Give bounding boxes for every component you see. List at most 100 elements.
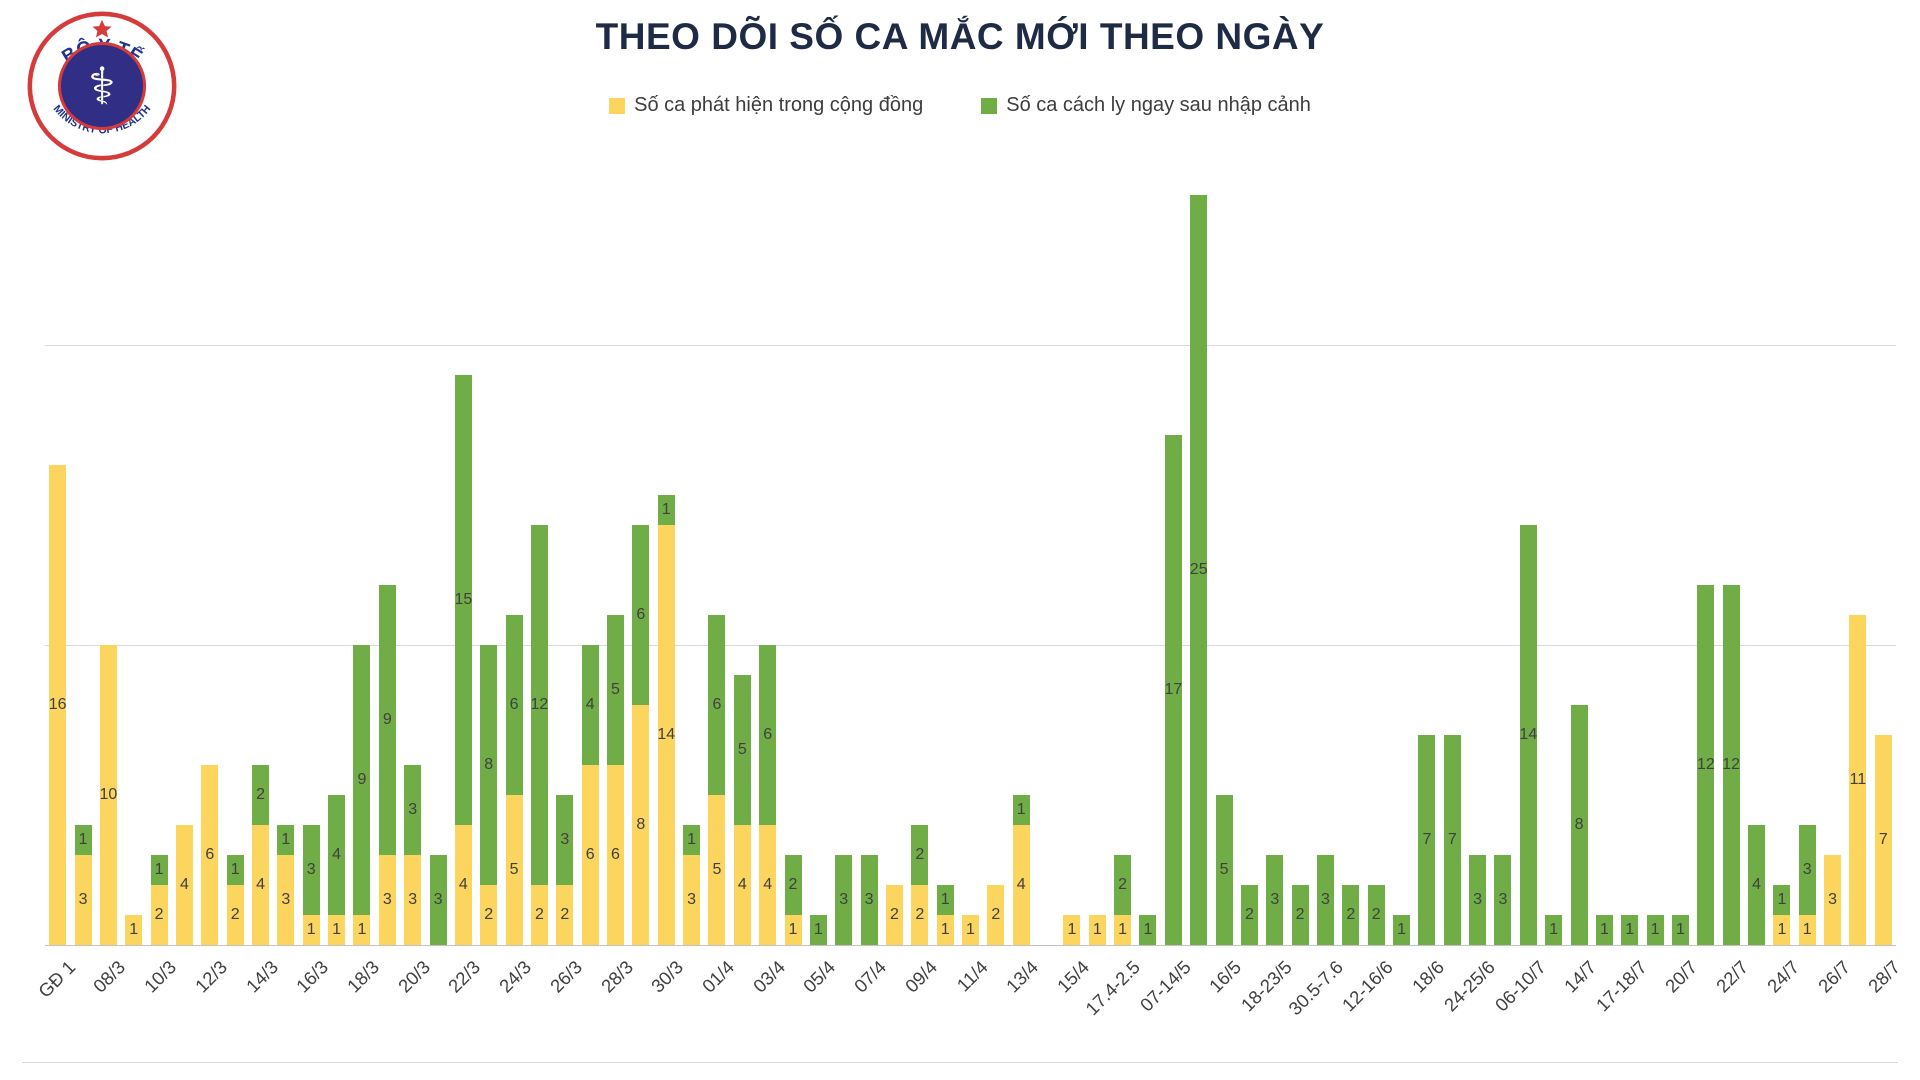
bar-segment-community xyxy=(733,825,751,945)
bar-segment-community xyxy=(607,765,624,945)
bar-segment-quarantined xyxy=(429,855,447,945)
x-axis-label: 17-18/7 xyxy=(1591,956,1651,1016)
bar-segment-quarantined xyxy=(302,825,320,915)
bar-segment-quarantined xyxy=(404,765,422,855)
x-axis-label: 28/3 xyxy=(596,956,637,997)
bar-segment-community xyxy=(1012,825,1030,945)
bar-segment-quarantined xyxy=(581,645,599,765)
bar-segment-quarantined xyxy=(1291,885,1309,945)
x-axis-label: 24/3 xyxy=(494,956,536,997)
x-axis-label: 24-25/6 xyxy=(1439,956,1499,1016)
bar-segment-community xyxy=(277,855,295,945)
x-axis-label: 08/3 xyxy=(89,956,130,997)
bar-segment-quarantined xyxy=(759,645,777,825)
bar-segment-quarantined xyxy=(328,795,346,915)
x-axis-label: 20/3 xyxy=(393,956,434,997)
bar-segment-quarantined xyxy=(74,825,92,855)
bar-segment-quarantined xyxy=(784,855,802,915)
bar-segment-community xyxy=(657,525,675,945)
bar-segment-quarantined xyxy=(530,525,548,885)
bar-segment-quarantined xyxy=(1469,855,1487,945)
chart-title: THEO DÕI SỐ CA MẮC MỚI THEO NGÀY xyxy=(595,16,1325,57)
legend-item-community: Số ca phát hiện trong cộng đồng xyxy=(609,94,923,117)
bar-segment-quarantined xyxy=(936,885,954,915)
bar-segment-quarantined xyxy=(708,615,726,795)
bar-segment-quarantined xyxy=(505,615,523,795)
x-axis-label: 24/7 xyxy=(1762,956,1804,997)
caduceus-icon: ⚕ xyxy=(88,57,116,115)
x-axis-label: 26/7 xyxy=(1813,956,1854,997)
bar-segment-community xyxy=(99,645,117,945)
bar-segment-quarantined xyxy=(150,855,168,885)
x-axis-label: 26/3 xyxy=(545,956,586,997)
x-axis-label: 06-10/7 xyxy=(1490,956,1550,1016)
bar-segment-community xyxy=(480,885,498,945)
bar-segment-community xyxy=(454,825,472,945)
bar-segment-quarantined xyxy=(1114,855,1132,915)
bar-segment-community xyxy=(150,885,168,945)
bar-segment-community xyxy=(302,915,320,945)
bar-segment-quarantined xyxy=(1545,915,1563,945)
bar-segment-community xyxy=(1824,855,1842,945)
x-axis-label: 28/7 xyxy=(1864,956,1905,997)
bar-segment-community xyxy=(175,825,193,945)
bar-segment-community xyxy=(404,855,422,945)
star-icon xyxy=(92,19,112,38)
bar-segment-community xyxy=(911,885,929,945)
bar-segment-community xyxy=(353,915,371,945)
bar-segment-community xyxy=(252,825,270,945)
x-axis-label: 03/4 xyxy=(748,956,789,997)
legend-swatch-community xyxy=(609,97,626,114)
ministry-of-health-logo: BỘ Y TẾ MINISTRY OF HEALTH ⚕ xyxy=(26,10,178,162)
x-axis-label: 10/3 xyxy=(139,956,181,997)
bar-segment-community xyxy=(49,465,67,945)
bar-segment-quarantined xyxy=(454,375,472,825)
bar-segment-quarantined xyxy=(911,825,929,885)
bar-segment-quarantined xyxy=(1570,705,1588,945)
bar-segment-community xyxy=(1874,735,1892,945)
bar-segment-community xyxy=(708,795,726,945)
bar-segment-community xyxy=(1114,915,1132,945)
bottom-separator xyxy=(22,1062,1898,1063)
x-axis-label: 18/6 xyxy=(1407,956,1449,997)
bar-segment-community xyxy=(226,885,244,945)
bar-segment-community xyxy=(1849,615,1867,945)
bar-segment-community xyxy=(125,915,143,945)
x-axis-line xyxy=(45,945,1896,946)
x-axis-label: 14/3 xyxy=(241,956,282,997)
x-axis-label: 30/3 xyxy=(647,956,688,997)
bar-segment-quarantined xyxy=(1671,915,1689,945)
bar-segment-community xyxy=(962,915,979,945)
x-axis-label: 09/4 xyxy=(900,956,941,997)
x-axis-label: 07-14/5 xyxy=(1135,956,1195,1016)
x-axis-label: 11/4 xyxy=(952,956,992,996)
x-axis-label: 20/7 xyxy=(1661,956,1702,997)
bar-segment-community xyxy=(328,915,346,945)
x-axis-label: GĐ 1 xyxy=(33,956,79,1002)
bar-segment-quarantined xyxy=(353,645,371,915)
x-axis-label: 01/4 xyxy=(697,956,739,997)
bar-segment-quarantined xyxy=(1316,855,1334,945)
bar-segment-quarantined xyxy=(1342,885,1360,945)
legend-label-quarantined: Số ca cách ly ngay sau nhập cảnh xyxy=(1006,94,1311,116)
x-axis-label: 18/3 xyxy=(342,956,384,997)
x-axis-label: 17.4-2.5 xyxy=(1080,956,1144,1020)
x-axis-label: 22/7 xyxy=(1712,956,1753,997)
bar-segment-community xyxy=(505,795,523,945)
bar-segment-quarantined xyxy=(1215,795,1233,945)
bar-segment-community xyxy=(1773,915,1791,945)
x-axis-label: 12/3 xyxy=(190,956,231,997)
bar-segment-quarantined xyxy=(1418,735,1436,945)
bar-segment-quarantined xyxy=(1646,915,1664,945)
bar-segment-quarantined xyxy=(1367,885,1385,945)
bar-segment-community xyxy=(784,915,802,945)
legend-label-community: Số ca phát hiện trong cộng đồng xyxy=(634,94,924,116)
bar-segment-quarantined xyxy=(835,855,853,945)
bar-segment-quarantined xyxy=(277,825,295,855)
bar-segment-quarantined xyxy=(226,855,244,885)
legend: Số ca phát hiện trong cộng đồng Số ca cá… xyxy=(0,94,1920,117)
bar-segment-quarantined xyxy=(683,825,701,855)
x-axis-label: 07/4 xyxy=(849,956,891,997)
bar-segment-quarantined xyxy=(1773,885,1791,915)
gridline xyxy=(45,345,1896,346)
